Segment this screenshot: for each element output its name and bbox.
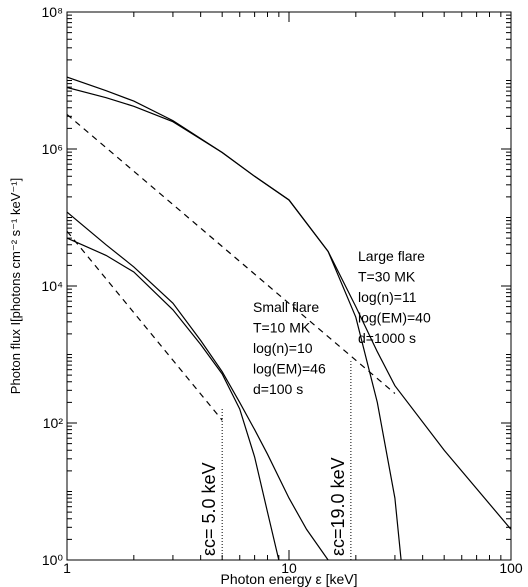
line xyxy=(67,230,223,421)
annotation: Large flare xyxy=(358,248,425,264)
annotation: T=10 MK xyxy=(253,320,311,336)
cutoff-label: εc= 5.0 keV xyxy=(199,462,219,556)
line xyxy=(67,113,396,394)
x-axis-label: Photon energy ε [keV] xyxy=(221,571,358,587)
plot-frame xyxy=(66,11,512,561)
annotation: log(EM)=40 xyxy=(358,310,431,326)
annotation: d=1000 s xyxy=(358,330,416,346)
cutoff-label: εc=19.0 keV xyxy=(328,457,348,556)
x-tick-label: 100 xyxy=(499,560,523,576)
annotation: log(n)=10 xyxy=(253,340,313,356)
x-tick-label: 1 xyxy=(63,560,71,576)
annotation: T=30 MK xyxy=(358,269,416,285)
annotation: d=100 s xyxy=(253,381,303,397)
annotation: log(EM)=46 xyxy=(253,361,326,377)
y-tick-label: 10⁴ xyxy=(41,278,63,294)
y-tick-label: 10⁶ xyxy=(42,141,63,157)
line xyxy=(67,86,402,560)
y-axis-label: Photon flux I[photons cm⁻² s⁻¹ keV⁻¹] xyxy=(8,178,23,394)
annotation: Small flare xyxy=(253,299,319,315)
line xyxy=(67,237,280,560)
y-tick-label: 10⁸ xyxy=(42,4,64,20)
annotation: log(n)=11 xyxy=(358,289,417,305)
x-tick-label: 10 xyxy=(281,560,297,576)
y-tick-label: 10² xyxy=(43,415,64,431)
line xyxy=(67,211,329,560)
y-tick-label: 10⁰ xyxy=(42,552,64,568)
